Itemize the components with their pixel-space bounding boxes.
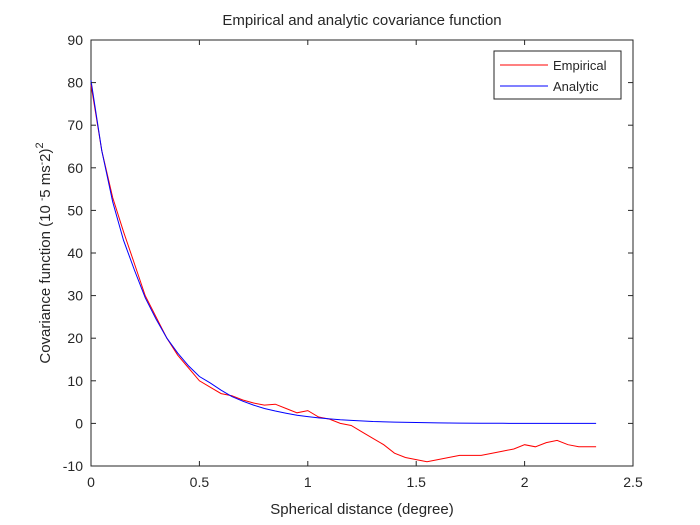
legend: Empirical Analytic — [493, 50, 622, 100]
chart-title: Empirical and analytic covariance functi… — [222, 12, 501, 29]
y-tick-label: 60 — [67, 160, 83, 176]
x-tick-label: 2 — [521, 474, 529, 490]
y-tick-label: 40 — [67, 245, 83, 261]
x-tick-label: 2.5 — [623, 474, 643, 490]
legend-label-analytic: Analytic — [553, 79, 599, 94]
x-tick-label: 1 — [304, 474, 312, 490]
x-tick-label: 1.5 — [406, 474, 426, 490]
series-layer — [90, 80, 597, 463]
series-line-empirical — [90, 84, 597, 463]
axes-box — [90, 39, 634, 467]
y-tick-label: 90 — [67, 32, 83, 48]
y-tick-label: 50 — [67, 202, 83, 218]
y-axis-label: Covariance function (10 -5 ms-2)2 — [34, 142, 54, 363]
series-line-analytic — [90, 80, 597, 424]
x-axis-label: Spherical distance (degree) — [270, 501, 453, 518]
legend-label-empirical: Empirical — [553, 58, 607, 73]
y-tick-label: 30 — [67, 288, 83, 304]
legend-box — [493, 50, 622, 100]
x-tick-label: 0 — [87, 474, 95, 490]
y-tick-label: 10 — [67, 373, 83, 389]
y-tick-label: 0 — [75, 415, 83, 431]
y-tick-label: 20 — [67, 330, 83, 346]
y-tick-label: 80 — [67, 75, 83, 91]
x-tick-label: 0.5 — [190, 474, 210, 490]
y-tick-label: -10 — [63, 458, 83, 474]
y-tick-label: 70 — [67, 117, 83, 133]
